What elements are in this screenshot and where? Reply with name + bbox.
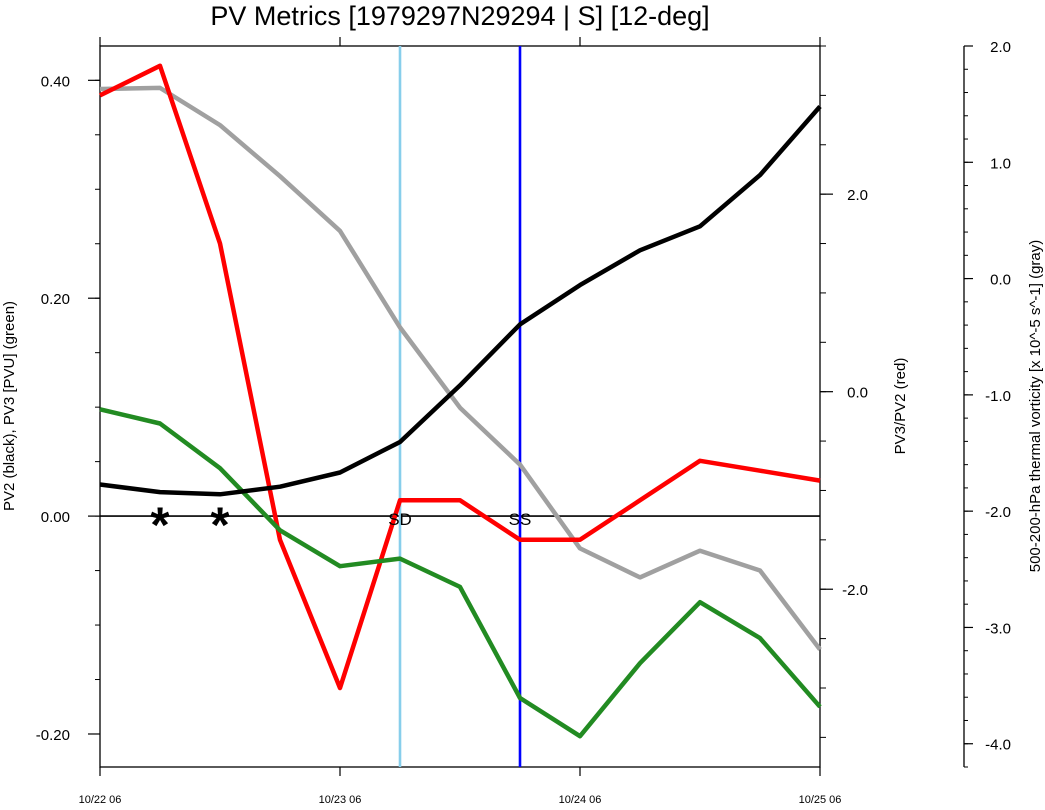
event-label-sd: SD	[388, 510, 412, 529]
axes-layer: 10/22 06 10/23 06 10/24 06 10/25 06 0.40 0.20…	[36, 37, 1011, 806]
marker-asterisk: *	[210, 497, 230, 553]
y-left-tick-label: 0.20	[41, 291, 70, 308]
y-right-red-tick-label: 2.0	[847, 187, 868, 204]
event-label-ss: SS	[509, 510, 532, 529]
series-line-pv3-pv2	[99, 63, 821, 691]
x-tick-label: 10/25 06	[799, 794, 842, 805]
y-right-red-tick-label: -2.0	[842, 582, 868, 599]
plot-frame	[99, 45, 821, 768]
y-right-gray-tick-label: 1.0	[990, 155, 1011, 172]
marker-asterisk: *	[150, 497, 170, 553]
x-tick-label: 10/23 06	[319, 794, 362, 805]
y-right-gray-tick-label: -2.0	[985, 504, 1011, 521]
y-right-gray-tick-label: 0.0	[990, 272, 1011, 289]
y-axis-left-label: PV2 (black), PV3 [PVU] (green)	[1, 301, 18, 511]
y-left-tick-label: -0.20	[36, 727, 70, 744]
series-line-pv2	[99, 105, 822, 497]
x-tick-label: 10/24 06	[559, 794, 602, 805]
y-right-gray-tick-label: -3.0	[985, 620, 1011, 637]
y-right-red-tick-label: 0.0	[847, 385, 868, 402]
y-right-gray-tick-label: -4.0	[985, 737, 1011, 754]
y-right-gray-tick-label: 2.0	[990, 39, 1011, 56]
series-line-thermal-vorticity	[99, 85, 822, 651]
y-left-tick-label: 0.40	[41, 73, 70, 90]
annotation-layer: * * SD SS	[150, 497, 531, 553]
y-left-tick-label: 0.00	[41, 509, 70, 526]
chart-title: PV Metrics [1979297N29294 | S] [12-deg]	[210, 1, 709, 31]
y-axis-right-gray-label: 500-200-hPa thermal vorticity [x 10^-5 s…	[1027, 240, 1044, 573]
y-right-gray-tick-label: -1.0	[985, 388, 1011, 405]
y-axis-right-red-label: PV3/PV2 (red)	[892, 358, 909, 455]
x-tick-label: 10/22 06	[79, 794, 122, 805]
series-line-pv3	[99, 407, 822, 739]
series-layer	[99, 46, 822, 767]
